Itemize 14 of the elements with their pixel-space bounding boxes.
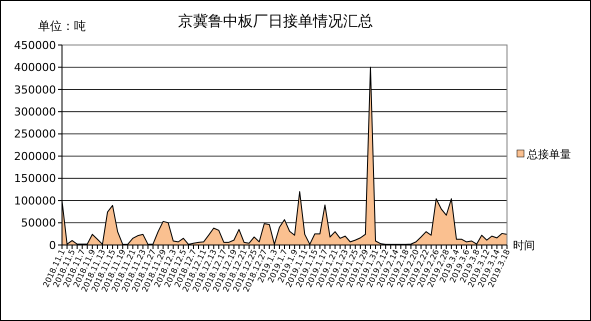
y-tick-label: 200000 bbox=[14, 150, 56, 163]
y-tick-label: 400000 bbox=[14, 61, 56, 74]
y-axis-title: 单位：吨 bbox=[38, 19, 86, 33]
y-tick-label: 250000 bbox=[14, 128, 56, 141]
legend-label: 总接单量 bbox=[526, 148, 571, 161]
y-tick-label: 100000 bbox=[14, 194, 56, 208]
y-tick-label: 350000 bbox=[14, 83, 56, 96]
x-axis-title: 时间 bbox=[513, 239, 535, 252]
chart-title: 京冀鲁中板厂日接单情况汇总 bbox=[178, 12, 373, 30]
y-tick-label: 0 bbox=[49, 238, 56, 252]
y-tick-label: 150000 bbox=[14, 172, 56, 186]
y-tick-label: 300000 bbox=[14, 106, 56, 119]
y-tick-label: 450000 bbox=[14, 38, 56, 52]
y-tick-label: 50000 bbox=[21, 216, 56, 230]
